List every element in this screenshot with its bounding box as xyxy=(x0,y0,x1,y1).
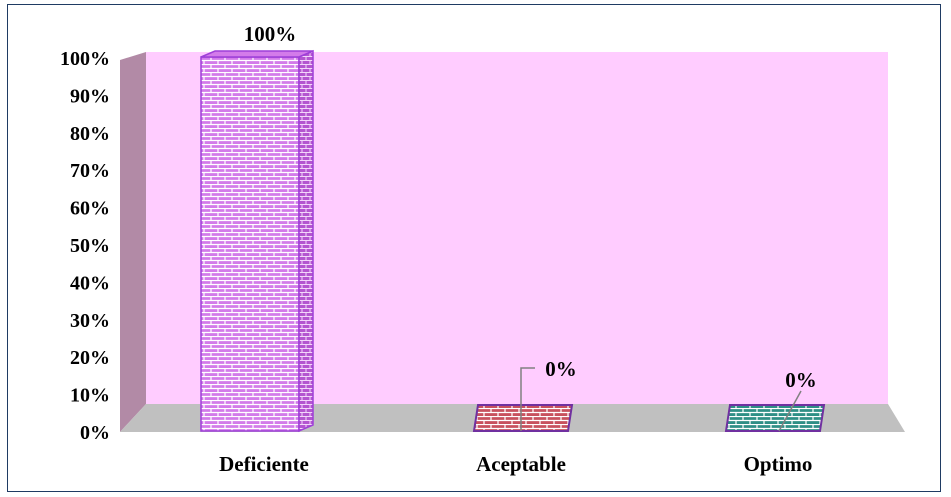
y-tick-label: 0% xyxy=(80,422,110,444)
x-category-label: Aceptable xyxy=(476,452,566,476)
data-label: 0% xyxy=(785,368,817,392)
y-tick-label: 20% xyxy=(70,347,110,369)
y-tick-label: 50% xyxy=(70,235,110,257)
x-category-label: Deficiente xyxy=(219,452,309,476)
data-label: 100% xyxy=(244,22,297,46)
y-tick-label: 100% xyxy=(60,48,110,70)
bar-flat xyxy=(724,404,826,432)
leader-line xyxy=(778,390,802,432)
bar-front xyxy=(200,56,300,432)
y-tick-label: 40% xyxy=(70,272,110,294)
x-category-label: Optimo xyxy=(744,452,813,476)
data-labels: 100% 0% 0% xyxy=(244,22,817,432)
back-wall xyxy=(146,52,888,404)
y-tick-label: 70% xyxy=(70,160,110,182)
y-tick-label: 60% xyxy=(70,198,110,220)
bars xyxy=(200,49,826,433)
leader-line xyxy=(520,367,535,431)
y-tick-label: 80% xyxy=(70,123,110,145)
plot-walls xyxy=(120,52,905,432)
bar-flat xyxy=(472,404,574,432)
bar-side xyxy=(298,49,314,433)
y-tick-label: 30% xyxy=(70,310,110,332)
side-wall xyxy=(120,52,146,432)
bar-top xyxy=(200,50,314,58)
y-tick-label: 90% xyxy=(70,85,110,107)
x-axis-labels: Deficiente Aceptable Optimo xyxy=(219,452,812,476)
y-tick-label: 10% xyxy=(70,385,110,407)
data-label: 0% xyxy=(545,357,577,381)
y-axis-ticks: 0% 10% 20% 30% 40% 50% 60% 70% 80% 90% 100% xyxy=(60,48,110,444)
